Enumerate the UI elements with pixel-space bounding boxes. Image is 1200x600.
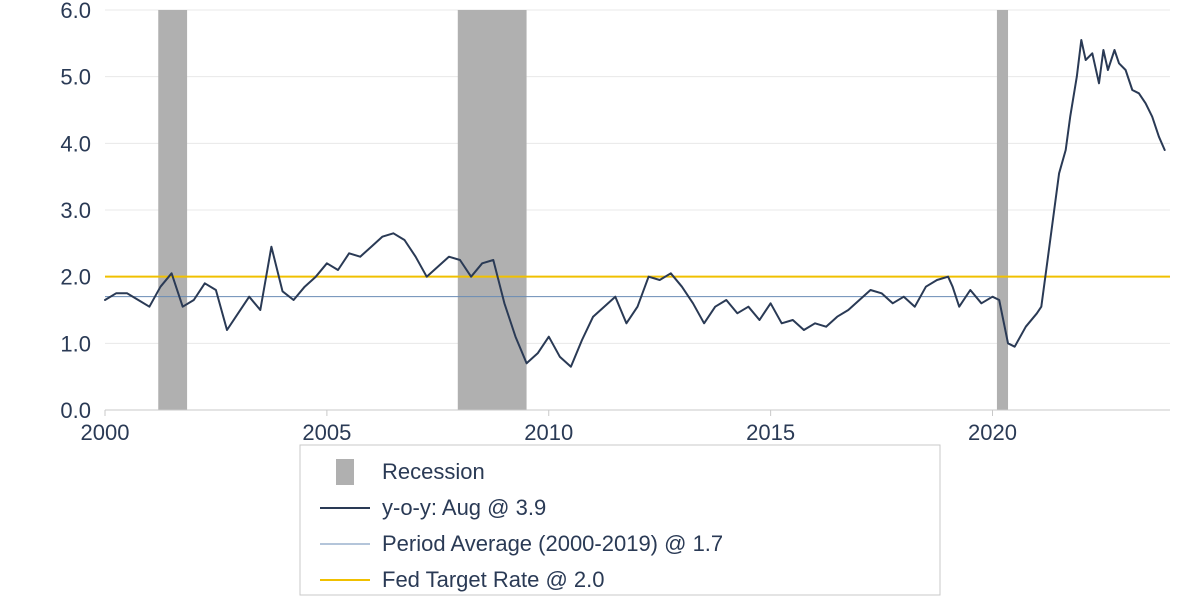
x-tick-label: 2010	[524, 420, 573, 445]
x-tick-label: 2000	[81, 420, 130, 445]
recession-band	[997, 10, 1008, 410]
y-tick-label: 3.0	[60, 198, 91, 223]
y-tick-label: 1.0	[60, 331, 91, 356]
legend-swatch-recession	[336, 459, 354, 485]
x-tick-label: 2005	[302, 420, 351, 445]
x-tick-label: 2015	[746, 420, 795, 445]
legend-label: Recession	[382, 459, 485, 484]
y-tick-label: 4.0	[60, 131, 91, 156]
recession-band	[158, 10, 187, 410]
recession-band	[458, 10, 527, 410]
legend-label: Period Average (2000-2019) @ 1.7	[382, 531, 723, 556]
x-tick-label: 2020	[968, 420, 1017, 445]
chart-svg: 0.01.02.03.04.05.06.02000200520102015202…	[0, 0, 1200, 600]
legend-label: y-o-y: Aug @ 3.9	[382, 495, 546, 520]
y-tick-label: 6.0	[60, 0, 91, 23]
y-tick-label: 5.0	[60, 65, 91, 90]
y-tick-label: 2.0	[60, 265, 91, 290]
legend-label: Fed Target Rate @ 2.0	[382, 567, 605, 592]
inflation-chart: 0.01.02.03.04.05.06.02000200520102015202…	[0, 0, 1200, 600]
